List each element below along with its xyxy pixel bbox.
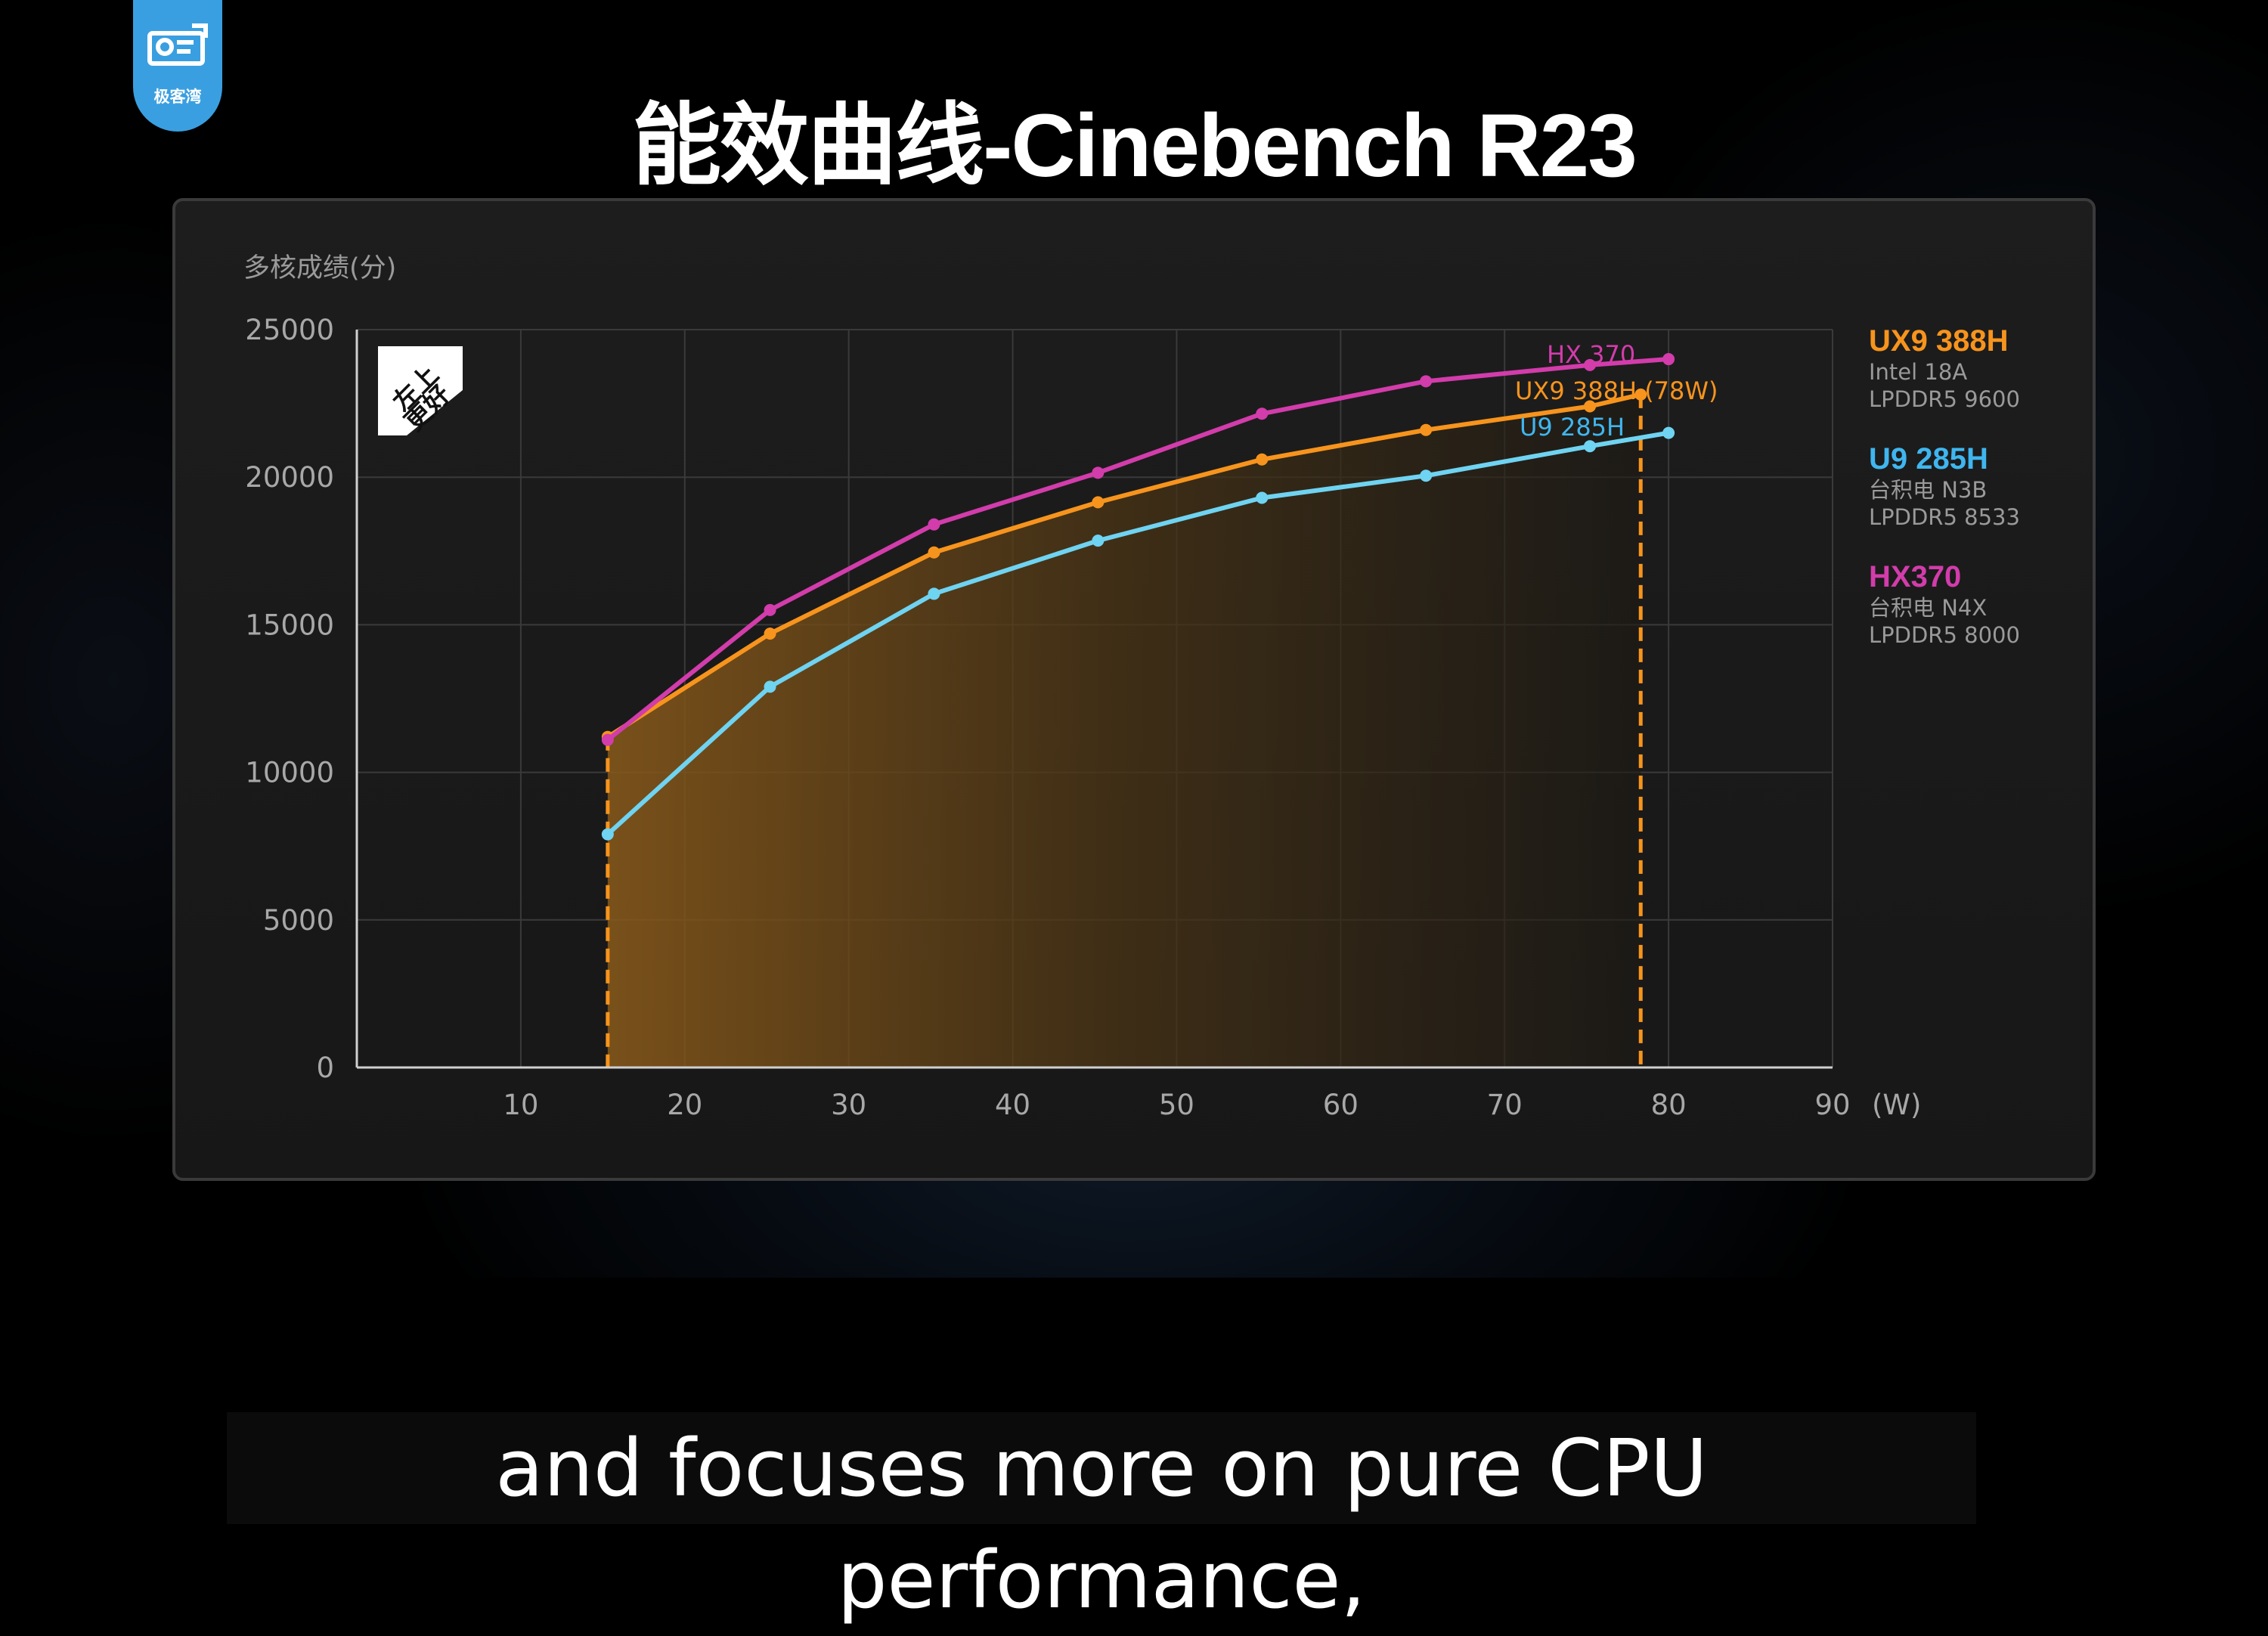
data-point [764, 627, 776, 640]
highlight-area-fill [607, 394, 1641, 1067]
series-end-label: U9 285H [1520, 413, 1625, 442]
legend-item-detail: Intel 18A [1869, 359, 1968, 385]
data-point [928, 518, 940, 531]
series-end-label: HX 370 [1547, 340, 1635, 369]
y-tick-label: 25000 [245, 314, 334, 346]
legend-item-name: UX9 388H [1869, 324, 2009, 358]
data-point [764, 603, 776, 616]
y-tick-label: 15000 [245, 609, 334, 641]
x-tick-label: 80 [1651, 1089, 1687, 1121]
tick-labels: 0 5000 10000 15000 20000 25000 10 20 30 40 50 60 70 8… [245, 314, 1921, 1121]
subtitle-background [227, 1412, 1976, 1524]
data-point [1092, 534, 1105, 547]
chart: 多核成绩(分) 0 5000 10000 15000 20000 25000 10 20 30 4… [243, 253, 1921, 1121]
x-tick-label: 60 [1323, 1089, 1359, 1121]
data-point [601, 828, 614, 841]
axes [355, 330, 1833, 1069]
legend-item-detail: LPDDR5 8000 [1869, 622, 2020, 648]
y-axis-label: 多核成绩(分) [243, 253, 396, 284]
legend-item: UX9 388H Intel 18A LPDDR5 9600 [1869, 324, 2020, 413]
series-line [606, 357, 1669, 742]
data-point [1256, 453, 1269, 466]
data-point [1584, 400, 1597, 413]
data-point [1256, 407, 1269, 420]
chart-panel: 多核成绩(分) 0 5000 10000 15000 20000 25000 10 20 30 4… [172, 198, 2096, 1181]
badge-shape [378, 346, 463, 435]
data-point [1420, 375, 1433, 388]
page-title: 能效曲线-Cinebench R23 [632, 96, 1637, 196]
data-point [1256, 491, 1269, 504]
data-point [1420, 423, 1433, 436]
legend-item-detail: 台积电 N4X [1869, 595, 1988, 621]
x-tick-label: 10 [503, 1089, 538, 1121]
legend-item: U9 285H 台积电 N3B LPDDR5 8533 [1869, 442, 2020, 531]
series-end-labels: HX 370 UX9 388H (78W) U9 285H [1515, 340, 1718, 442]
y-tick-label: 0 [316, 1052, 334, 1084]
x-axis-label: (W) [1872, 1089, 1921, 1121]
data-point [1092, 466, 1105, 479]
brand-logo: 极客湾 [133, 0, 222, 132]
y-tick-label: 5000 [263, 904, 334, 937]
x-tick-label: 90 [1814, 1089, 1850, 1121]
legend-item-name: U9 285H [1869, 442, 1988, 476]
data-point [1584, 440, 1597, 453]
legend-item: HX370 台积电 N4X LPDDR5 8000 [1869, 559, 2020, 649]
y-tick-label: 20000 [245, 461, 334, 494]
highlight-area [606, 394, 1643, 1067]
wrench-chart-icon [147, 23, 208, 66]
subtitle-caption: and focuses more on pure CPU performance… [495, 1422, 1708, 1626]
legend-item-detail: LPDDR5 8533 [1869, 504, 2020, 530]
data-point [1420, 469, 1433, 482]
x-tick-label: 70 [1487, 1089, 1523, 1121]
x-tick-label: 30 [831, 1089, 866, 1121]
data-point [1634, 388, 1647, 401]
brand-logo-text: 极客湾 [153, 88, 202, 106]
y-tick-label: 10000 [245, 757, 334, 789]
legend-item-name: HX370 [1869, 560, 1962, 593]
series-line [606, 392, 1641, 739]
data-point [928, 587, 940, 600]
data-point [1662, 353, 1675, 366]
series-layer [601, 353, 1675, 841]
data-point [928, 546, 940, 559]
data-point [1092, 496, 1105, 509]
data-point [764, 680, 776, 693]
x-tick-label: 40 [995, 1089, 1030, 1121]
legend-item-detail: 台积电 N3B [1869, 477, 1988, 503]
series-line [606, 430, 1669, 836]
legend-item-detail: LPDDR5 9600 [1869, 386, 2020, 412]
data-point [1584, 358, 1597, 371]
better-badge: 左上 更好 [378, 346, 463, 437]
data-point [1662, 426, 1675, 439]
x-tick-label: 20 [667, 1089, 702, 1121]
data-point [601, 733, 614, 746]
series-end-label: UX9 388H (78W) [1515, 376, 1718, 405]
x-tick-label: 50 [1159, 1089, 1194, 1121]
